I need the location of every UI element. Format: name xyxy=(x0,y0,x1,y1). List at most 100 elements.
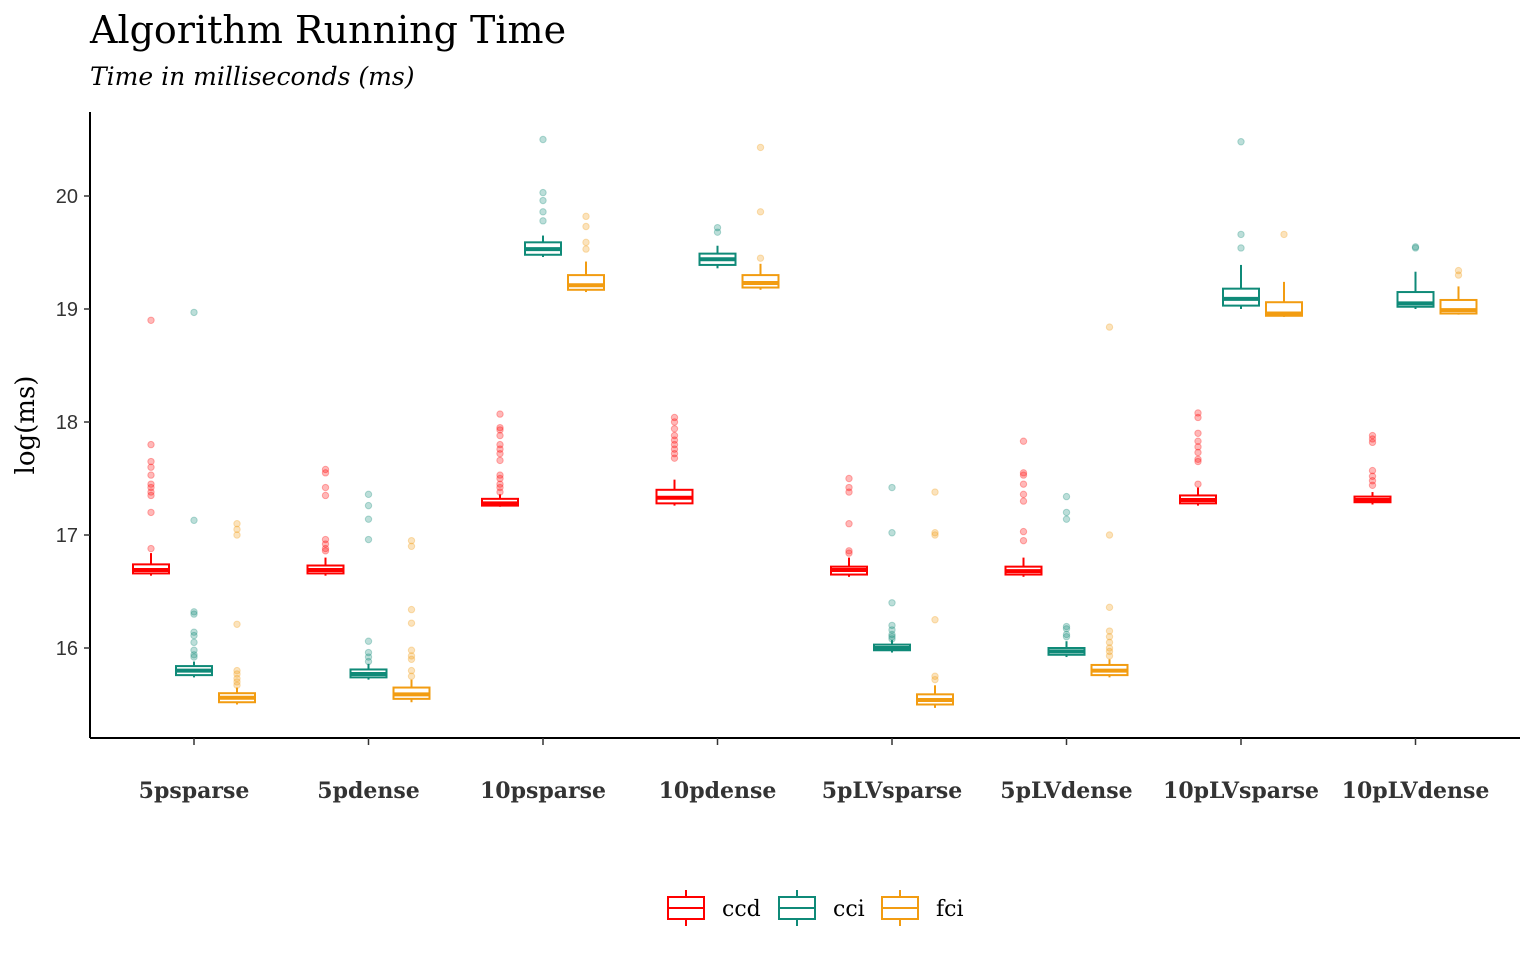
x-tick-label: 5pLVsparse xyxy=(822,778,963,804)
outlier-point xyxy=(1105,323,1114,331)
outlier-point xyxy=(147,480,155,488)
outlier-point xyxy=(582,212,590,221)
outlier-point xyxy=(1194,480,1202,488)
outlier-point xyxy=(1368,431,1377,440)
outlier-point xyxy=(845,474,853,483)
outlier-point xyxy=(496,480,504,488)
y-tick-label: 18 xyxy=(56,412,78,434)
outlier-point xyxy=(147,463,155,471)
outlier-point xyxy=(147,488,155,496)
chart-subtitle: Time in milliseconds (ms) xyxy=(90,62,415,91)
outlier-point xyxy=(496,423,504,432)
outlier-point xyxy=(670,413,679,422)
outlier-point xyxy=(1062,633,1071,641)
outlier-point xyxy=(1194,413,1202,422)
outlier-point xyxy=(845,549,853,557)
outlier-point xyxy=(1368,477,1377,485)
outlier-point xyxy=(670,431,679,440)
outlier-point xyxy=(407,655,416,663)
outlier-point xyxy=(888,630,896,639)
outlier-point xyxy=(1062,515,1071,523)
box-ccd-5pLVdense xyxy=(1004,437,1043,577)
box-body xyxy=(567,274,605,291)
outlier-point xyxy=(845,483,853,492)
outlier-point xyxy=(1237,230,1245,239)
outlier-point xyxy=(364,648,373,657)
outlier-point xyxy=(147,508,155,517)
outlier-point xyxy=(670,425,679,433)
box-ccd-5psparse xyxy=(132,316,170,576)
box-cci-10pdense xyxy=(698,223,737,269)
outlier-point xyxy=(1105,647,1114,656)
outlier-point xyxy=(1105,644,1114,652)
legend-label: fci xyxy=(936,897,964,922)
outlier-point xyxy=(1237,138,1245,146)
outlier-point xyxy=(1062,630,1071,639)
box-fci-5pLVdense xyxy=(1090,323,1129,678)
outlier-point xyxy=(321,491,330,500)
outlier-point xyxy=(496,426,504,434)
outlier-point xyxy=(1194,429,1202,437)
outlier-point xyxy=(888,599,896,607)
outlier-point xyxy=(1019,437,1028,445)
outlier-point xyxy=(1105,603,1114,612)
outlier-point xyxy=(1062,492,1071,501)
legend-label: cci xyxy=(833,897,865,922)
outlier-point xyxy=(756,143,765,152)
outlier-point xyxy=(539,196,547,205)
x-tick-label: 10psparse xyxy=(480,778,606,804)
outlier-point xyxy=(147,471,155,479)
outlier-point xyxy=(1411,243,1420,251)
outlier-point xyxy=(756,208,765,216)
outlier-point xyxy=(147,440,155,449)
outlier-point xyxy=(407,652,416,660)
outlier-point xyxy=(321,544,330,553)
outlier-point xyxy=(1194,448,1202,457)
outlier-point xyxy=(1019,527,1028,536)
outlier-point xyxy=(364,490,373,499)
outlier-point xyxy=(1019,490,1028,499)
outlier-point xyxy=(407,619,416,627)
box-cci-5pLVsparse xyxy=(873,483,911,653)
x-tick-label: 10pdense xyxy=(659,778,777,804)
outlier-point xyxy=(147,491,155,500)
outlier-point xyxy=(407,536,416,545)
outlier-point xyxy=(321,465,330,474)
box-ccd-10pLVdense xyxy=(1353,431,1392,505)
outlier-point xyxy=(931,488,939,496)
outlier-point xyxy=(496,456,504,465)
outlier-point xyxy=(233,670,241,678)
outlier-point xyxy=(190,638,198,647)
outlier-point xyxy=(845,520,853,528)
outlier-point xyxy=(670,454,679,462)
box-fci-10pLVsparse xyxy=(1265,230,1303,317)
outlier-point xyxy=(1368,438,1377,447)
outlier-point xyxy=(1105,638,1114,647)
outlier-point xyxy=(931,672,939,680)
x-tick-label: 10pLVdense xyxy=(1342,778,1490,804)
box-cci-10psparse xyxy=(524,135,562,258)
outlier-point xyxy=(888,621,896,630)
outlier-point xyxy=(845,547,853,555)
outlier-point xyxy=(233,531,241,539)
outlier-point xyxy=(1062,508,1071,517)
outlier-point xyxy=(1019,469,1028,477)
outlier-point xyxy=(364,653,373,661)
outlier-point xyxy=(1194,443,1202,451)
outlier-point xyxy=(190,651,198,659)
box-fci-10pdense xyxy=(741,143,780,290)
outlier-point xyxy=(1368,481,1377,489)
outlier-point xyxy=(670,418,679,426)
outlier-point xyxy=(190,646,198,654)
box-cci-5psparse xyxy=(175,308,213,678)
box-fci-5pLVsparse xyxy=(916,488,954,708)
outlier-point xyxy=(233,666,241,675)
outlier-point xyxy=(1280,230,1288,239)
outlier-point xyxy=(407,672,416,680)
outlier-point xyxy=(190,628,198,636)
outlier-point xyxy=(1105,633,1114,641)
box-cci-5pdense xyxy=(349,490,388,680)
outlier-point xyxy=(190,610,198,618)
box-fci-5psparse xyxy=(218,520,256,705)
